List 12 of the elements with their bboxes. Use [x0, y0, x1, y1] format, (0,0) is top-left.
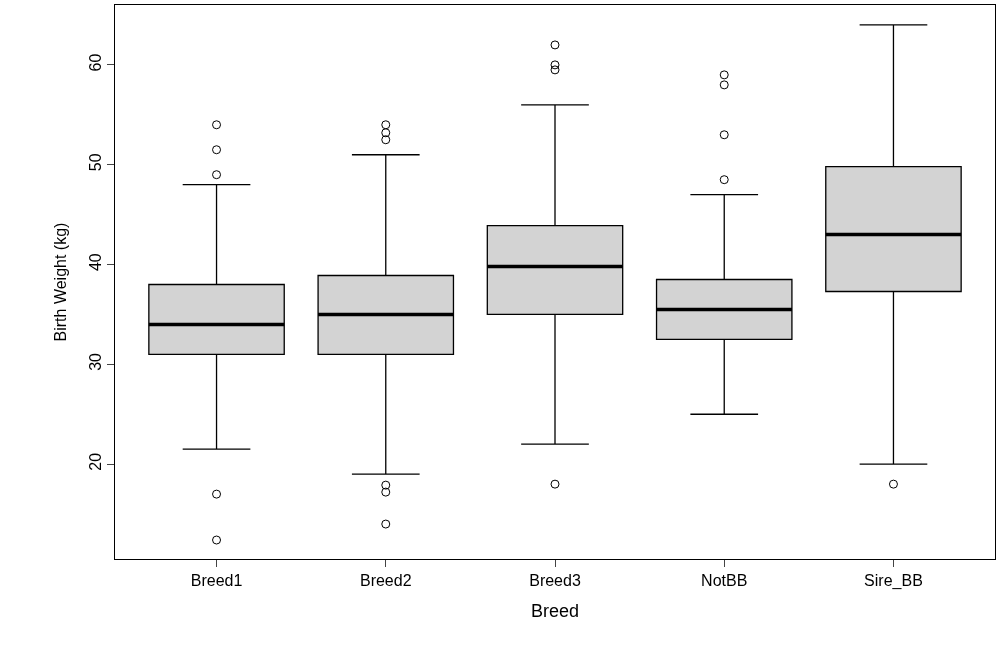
y-tick-label: 50: [86, 153, 104, 172]
x-tick-label: Breed3: [529, 572, 581, 590]
y-axis-title: Birth Weight (kg): [52, 222, 70, 342]
x-axis-title: Breed: [530, 601, 580, 622]
x-tick-label: Breed2: [359, 572, 412, 590]
x-tick-label: Sire_BB: [864, 572, 923, 591]
y-tick-label: 40: [86, 253, 104, 272]
y-tick-label: 20: [86, 452, 104, 471]
x-tick-label: Breed1: [190, 572, 243, 590]
y-tick-label: 30: [86, 352, 104, 371]
y-tick-label: 60: [86, 53, 104, 72]
x-tick-label: NotBB: [701, 572, 748, 590]
